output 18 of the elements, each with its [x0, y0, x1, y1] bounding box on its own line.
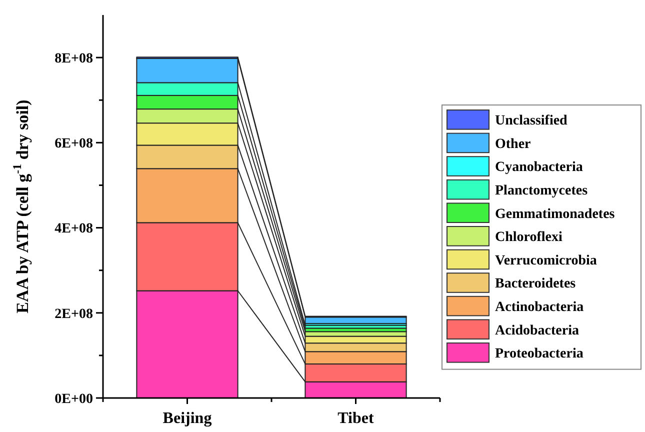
- legend-label: Acidobacteria: [495, 323, 579, 338]
- legend-label: Actinobacteria: [495, 300, 584, 315]
- legend-label: Proteobacteria: [495, 346, 584, 362]
- x-tick-label: Beijing: [162, 410, 212, 427]
- legend-label: Cyanobacteria: [495, 160, 583, 176]
- y-tick-label: 2E+08: [54, 306, 93, 322]
- legend-label: Planctomycetes: [495, 183, 588, 198]
- legend-label: Other: [495, 136, 531, 152]
- y-tick-label: 8E+08: [54, 51, 93, 66]
- legend-label: Unclassified: [495, 114, 568, 129]
- legend-label: Gemmatimonadetes: [495, 206, 616, 222]
- y-tick-label: 0E+00: [54, 392, 93, 407]
- x-tick-label: Tibet: [338, 410, 374, 427]
- legend-label: Bacteroidetes: [495, 276, 576, 292]
- legend-label: Chloroflexi: [495, 230, 563, 246]
- y-tick-label: 4E+08: [54, 222, 93, 237]
- y-tick-label: 6E+08: [54, 136, 93, 152]
- legend-label: Verrucomicrobia: [495, 253, 597, 268]
